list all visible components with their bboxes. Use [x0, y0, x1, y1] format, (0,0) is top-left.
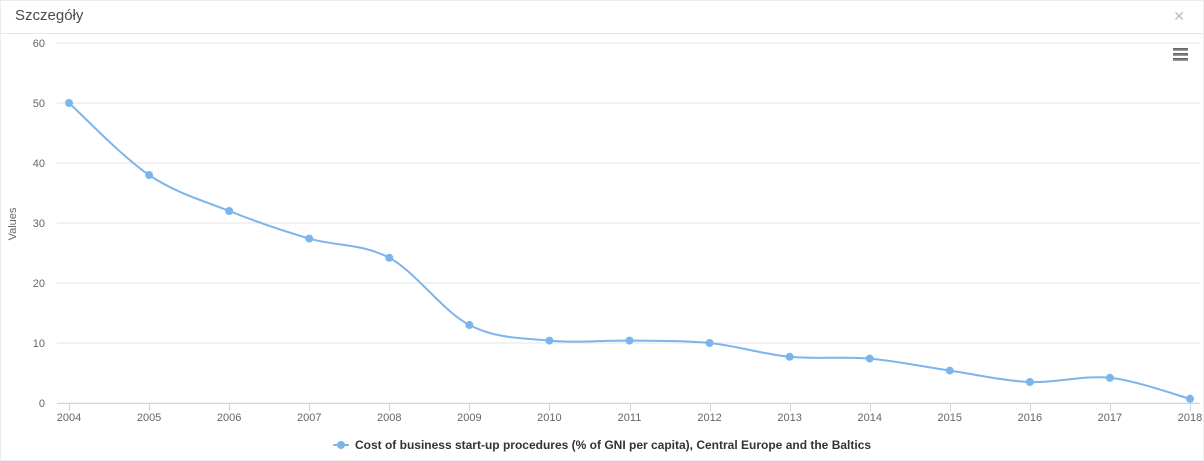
data-point[interactable] [705, 339, 714, 347]
x-tick-label: 2017 [1098, 412, 1122, 424]
y-axis-labels: 0 10 20 30 40 50 60 [33, 38, 45, 410]
x-tick-label: 2018 [1178, 412, 1202, 424]
hamburger-bar [1173, 47, 1188, 51]
x-tick-label: 2011 [618, 412, 642, 424]
data-point[interactable] [305, 234, 314, 243]
data-point[interactable] [625, 336, 634, 345]
x-tick-label: 2012 [697, 412, 721, 424]
y-axis-title: Values [7, 207, 19, 240]
legend-label: Cost of business start-up procedures (% … [354, 438, 872, 452]
hamburger-menu-icon[interactable] [1166, 43, 1190, 65]
y-tick-label: 50 [33, 98, 45, 110]
x-tick-label: 2009 [457, 412, 481, 424]
y-tick-label: 20 [33, 278, 45, 290]
y-tick-label: 10 [33, 338, 45, 350]
data-point[interactable] [385, 253, 394, 262]
chart-area: 0 10 20 30 40 50 60 2004 2005 2006 2007 2008 2009 20… [1, 34, 1203, 460]
y-tick-label: 60 [33, 38, 45, 50]
x-tick-label: 2016 [1018, 412, 1042, 424]
data-point[interactable] [465, 321, 474, 329]
series-line [68, 102, 1191, 400]
series-group [65, 99, 1194, 403]
hamburger-bar [1173, 52, 1188, 56]
legend-marker-icon [332, 439, 349, 451]
data-point[interactable] [1025, 378, 1034, 386]
x-tick-label: 2008 [377, 412, 401, 424]
legend-item[interactable]: Cost of business start-up procedures (% … [332, 438, 872, 452]
x-axis-labels: 2004 2005 2006 2007 2008 2009 2010 2011 2012 2013… [57, 412, 1202, 424]
modal-title: Szczegóły [15, 7, 84, 24]
data-point[interactable] [1186, 394, 1194, 403]
modal-header: Szczegóły ✕ [1, 1, 1203, 34]
close-icon[interactable]: ✕ [1169, 5, 1189, 27]
data-point[interactable] [145, 171, 154, 179]
data-point[interactable] [225, 207, 234, 215]
legend: Cost of business start-up procedures (% … [1, 438, 1203, 452]
y-tick-label: 30 [33, 218, 45, 230]
data-point[interactable] [65, 99, 73, 107]
y-tick-label: 40 [33, 158, 45, 170]
x-tick-label: 2015 [938, 412, 962, 424]
x-tick-label: 2013 [777, 412, 801, 424]
data-point[interactable] [545, 336, 554, 345]
x-tick-label: 2010 [537, 412, 561, 424]
x-tick-label: 2004 [57, 412, 81, 424]
data-point[interactable] [945, 366, 954, 375]
x-tick-label: 2005 [137, 412, 161, 424]
axes [57, 403, 1200, 411]
gridlines [57, 42, 1200, 404]
data-point[interactable] [1105, 373, 1114, 382]
data-point[interactable] [865, 354, 874, 363]
data-point[interactable] [785, 352, 794, 361]
y-tick-label: 0 [39, 398, 45, 410]
x-tick-label: 2014 [857, 412, 881, 424]
x-tick-label: 2006 [217, 412, 241, 424]
x-tick-label: 2007 [297, 412, 321, 424]
hamburger-bar [1173, 57, 1188, 61]
